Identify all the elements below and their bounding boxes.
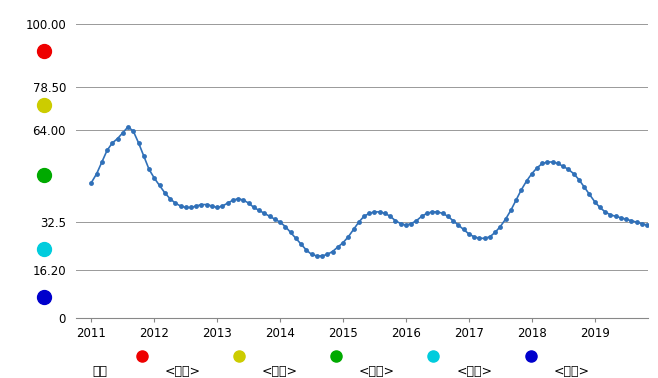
Text: 注：: 注： bbox=[93, 365, 108, 378]
Text: <偏热>: <偏热> bbox=[262, 365, 297, 378]
Text: <偏冷>: <偏冷> bbox=[457, 365, 492, 378]
Text: <过冷>: <过冷> bbox=[553, 365, 590, 378]
Text: <过热>: <过热> bbox=[164, 365, 201, 378]
Text: <正常>: <正常> bbox=[359, 365, 395, 378]
